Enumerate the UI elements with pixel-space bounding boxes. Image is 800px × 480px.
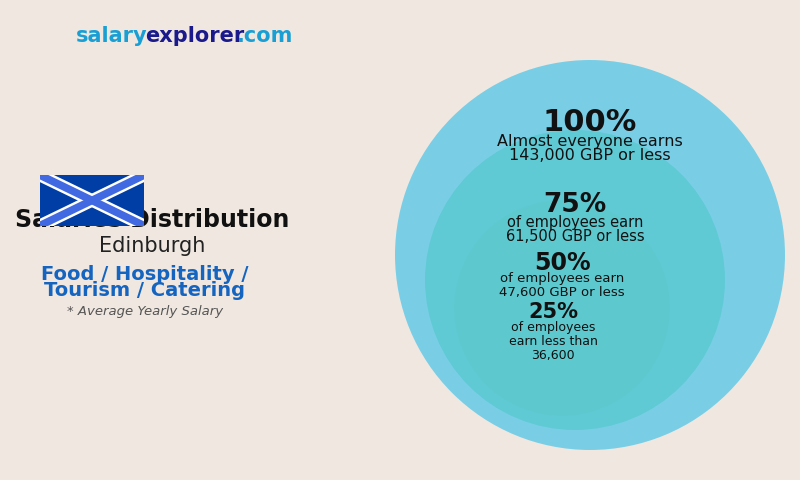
Text: 36,600: 36,600 xyxy=(531,349,575,362)
Text: .com: .com xyxy=(237,26,293,47)
Text: earn less than: earn less than xyxy=(509,335,598,348)
Text: Food / Hospitality /: Food / Hospitality / xyxy=(42,265,249,285)
Circle shape xyxy=(425,130,725,430)
Text: salary: salary xyxy=(76,26,148,47)
Circle shape xyxy=(488,283,618,413)
Text: 47,600 GBP or less: 47,600 GBP or less xyxy=(499,287,625,300)
Text: * Average Yearly Salary: * Average Yearly Salary xyxy=(67,305,223,319)
Text: explorer: explorer xyxy=(145,26,244,47)
Text: 61,500 GBP or less: 61,500 GBP or less xyxy=(506,229,644,244)
FancyBboxPatch shape xyxy=(40,175,144,226)
Text: 143,000 GBP or less: 143,000 GBP or less xyxy=(509,148,671,163)
Text: of employees: of employees xyxy=(511,321,595,334)
Text: Edinburgh: Edinburgh xyxy=(99,236,205,256)
Circle shape xyxy=(395,60,785,450)
Text: Almost everyone earns: Almost everyone earns xyxy=(497,134,683,149)
Text: 50%: 50% xyxy=(534,251,590,275)
Text: Tourism / Catering: Tourism / Catering xyxy=(45,281,246,300)
Text: 75%: 75% xyxy=(543,192,606,218)
Text: of employees earn: of employees earn xyxy=(500,273,624,286)
Circle shape xyxy=(454,200,670,416)
Text: 100%: 100% xyxy=(543,108,637,137)
Text: of employees earn: of employees earn xyxy=(507,215,643,230)
Text: Salaries Distribution: Salaries Distribution xyxy=(15,208,289,232)
Text: 25%: 25% xyxy=(528,302,578,322)
